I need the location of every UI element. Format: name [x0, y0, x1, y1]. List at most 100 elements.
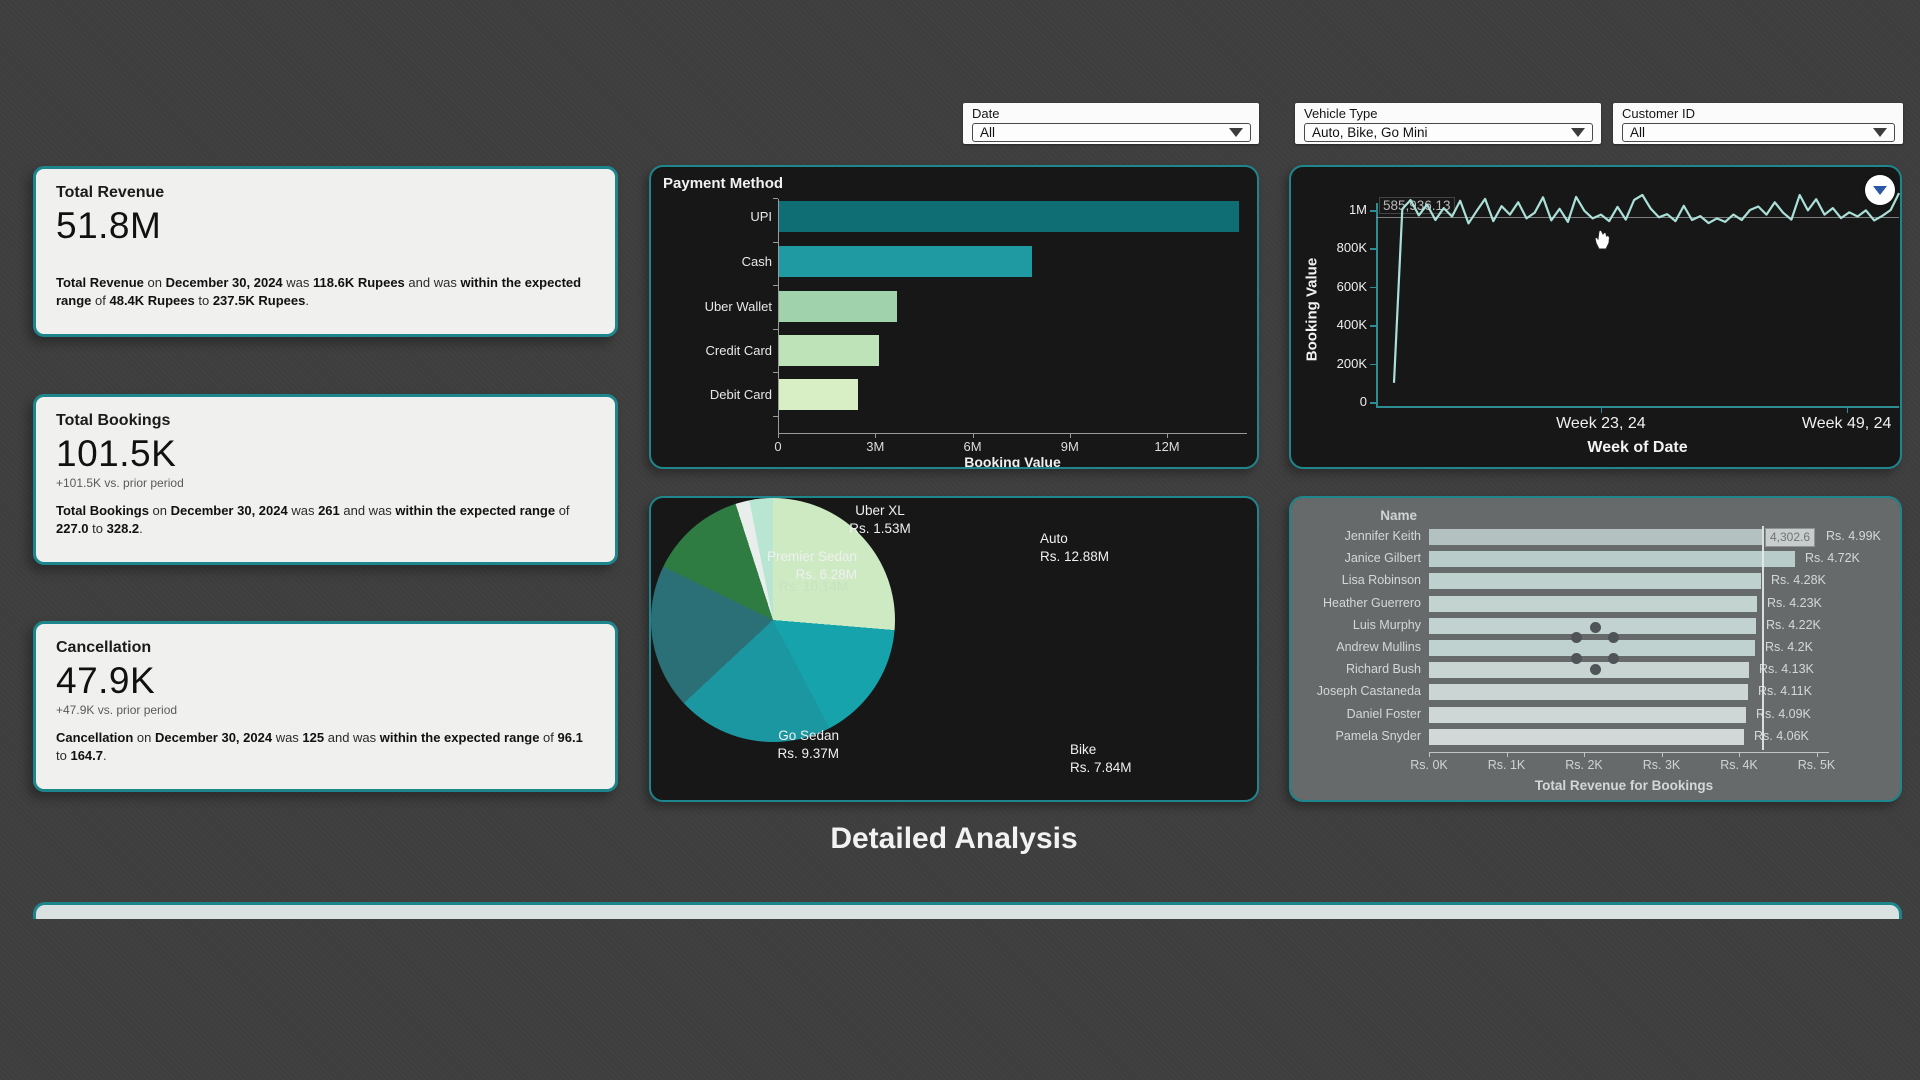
reference-line — [1376, 216, 1899, 219]
x-tick-label: 0 — [774, 439, 782, 454]
payment-method-panel: Payment Method UPI Cash Uber Wallet Credit … — [649, 165, 1259, 469]
filter-customer-id-value: All — [1630, 125, 1646, 140]
y-tick-label: 1M — [1348, 202, 1367, 217]
y-tick-mark — [1370, 363, 1376, 366]
detail-table-panel-partial — [33, 902, 1902, 919]
filter-date: Date All — [963, 103, 1259, 144]
vehicle-type-donut-chart[interactable]: Uber XL Rs. 1.53M Auto Rs. 12.88M Premie… — [651, 498, 1257, 800]
donut-label-premier-sedan: Premier Sedan Rs. 6.28M — [766, 549, 857, 582]
bar-debit-card[interactable] — [779, 379, 858, 410]
filter-vehicle-type-label: Vehicle Type — [1304, 106, 1378, 121]
vehicle-type-donut-panel: Uber XL Rs. 1.53M Auto Rs. 12.88M Premie… — [649, 496, 1259, 802]
bar-cash[interactable] — [779, 246, 1032, 277]
y-tick-label: 600K — [1336, 278, 1367, 294]
customer-chart-overlay: 4,302.6 — [1291, 498, 1900, 800]
triangle-down-icon — [1873, 185, 1887, 195]
kpi-delta: +101.5K vs. prior period — [56, 476, 184, 490]
chevron-down-icon — [1873, 128, 1887, 137]
donut-label-bike: Bike Rs. 7.84M — [1070, 742, 1132, 775]
x-tick-label: Week 23, 24 — [1556, 415, 1646, 432]
axis-tick-mark — [1069, 433, 1071, 438]
spinner-dot — [1589, 621, 1601, 633]
kpi-narrative: Cancellation on December 30, 2024 was 12… — [56, 730, 583, 764]
category-label: Debit Card — [709, 387, 772, 402]
donut-label-auto: Auto Rs. 12.88M — [1040, 531, 1110, 564]
kpi-narrative: Total Revenue on December 30, 2024 was 1… — [56, 275, 582, 309]
kpi-delta: +47.9K vs. prior period — [56, 703, 178, 717]
filter-date-value: All — [980, 125, 996, 140]
filter-vehicle-type: Vehicle Type Auto, Bike, Go Mini — [1295, 103, 1601, 144]
filter-customer-id: Customer ID All — [1613, 103, 1903, 144]
spinner-dot — [1571, 632, 1583, 643]
reference-line — [1762, 526, 1764, 750]
customer-revenue-panel: Name Total Revenue for Bookings Jennifer… — [1289, 496, 1902, 802]
kpi-narrative: Total Bookings on December 30, 2024 was … — [56, 503, 570, 537]
y-tick-mark — [1370, 402, 1376, 404]
line-x-axis-title: Week of Date — [1587, 439, 1688, 456]
filter-vehicle-type-select[interactable]: Auto, Bike, Go Mini — [1304, 123, 1593, 142]
donut-label-go-sedan: Go Sedan Rs. 9.37M — [777, 728, 839, 761]
reference-value-tooltip: 4,302.6 — [1765, 528, 1816, 547]
payment-method-chart[interactable]: Payment Method UPI Cash Uber Wallet Credit … — [651, 167, 1257, 467]
chevron-down-icon — [1571, 128, 1585, 137]
x-tick-mark — [1600, 406, 1603, 413]
axis-tick-mark — [972, 433, 974, 438]
x-tick-label: 6M — [963, 439, 982, 454]
booking-value-line-panel: Booking Value Week of Date 585,936.13 0 2… — [1289, 165, 1902, 469]
axis-tick-mark — [773, 328, 778, 330]
payment-method-title: Payment Method — [663, 175, 784, 192]
axis-tick-mark — [773, 285, 778, 287]
x-tick-label: 3M — [866, 439, 885, 454]
x-tick-label: 9M — [1060, 439, 1079, 454]
donut-ring[interactable] — [651, 498, 895, 742]
chevron-down-icon — [1229, 128, 1243, 137]
line-y-axis-title: Booking Value — [1303, 257, 1321, 362]
y-tick-mark — [1370, 210, 1376, 212]
kpi-card-total-bookings: Total Bookings 101.5K +101.5K vs. prior … — [33, 394, 618, 565]
reference-line-label: 585,936.13 — [1379, 197, 1455, 214]
donut-ghost-label: Rs. 10.14M — [779, 579, 849, 594]
axis-tick-mark — [773, 241, 778, 243]
kpi-card-cancellation: Cancellation 47.9K +47.9K vs. prior peri… — [33, 621, 618, 792]
booking-value-line-chart[interactable]: Booking Value Week of Date 585,936.13 0 2… — [1291, 167, 1900, 467]
section-title: Detailed Analysis — [830, 822, 1078, 855]
expand-button[interactable] — [1865, 175, 1895, 205]
kpi-title: Cancellation — [56, 639, 152, 656]
category-label: Cash — [741, 254, 772, 269]
kpi-title: Total Revenue — [56, 184, 165, 201]
y-axis-line — [778, 199, 779, 433]
bar-uber-wallet[interactable] — [779, 291, 897, 322]
x-tick-label: Week 49, 24 — [1801, 415, 1892, 432]
payment-x-axis-title: Booking Value — [964, 454, 1061, 469]
x-tick-mark — [1846, 406, 1849, 413]
category-label: Uber Wallet — [704, 299, 772, 314]
kpi-value: 47.9K — [56, 660, 156, 701]
spinner-dot — [1607, 653, 1619, 664]
axis-tick-mark — [773, 416, 778, 417]
spinner-dot — [1607, 632, 1619, 643]
bar-upi[interactable] — [779, 201, 1239, 232]
loading-veil — [1291, 498, 1900, 800]
filter-vehicle-type-value: Auto, Bike, Go Mini — [1312, 125, 1428, 140]
category-label: Credit Card — [705, 343, 772, 358]
kpi-value: 101.5K — [56, 433, 177, 474]
donut-label-uber-xl: Uber XL Rs. 1.53M — [849, 503, 911, 536]
x-tick-label: 12M — [1154, 439, 1180, 454]
filter-customer-id-label: Customer ID — [1622, 106, 1695, 121]
axis-tick-mark — [773, 372, 778, 374]
x-axis-line — [1376, 406, 1899, 408]
y-tick-label: 0 — [1359, 394, 1367, 409]
y-tick-mark — [1370, 286, 1376, 289]
axis-tick-mark — [1167, 433, 1168, 438]
axis-tick-mark — [778, 433, 779, 438]
filter-date-label: Date — [972, 106, 1000, 121]
spinner-dot — [1589, 663, 1601, 675]
filter-customer-id-select[interactable]: All — [1622, 123, 1895, 142]
y-tick-label: 400K — [1336, 317, 1367, 333]
y-axis-line — [1376, 203, 1378, 406]
kpi-title: Total Bookings — [56, 412, 171, 429]
y-tick-mark — [1370, 325, 1376, 327]
bar-credit-card[interactable] — [779, 335, 879, 366]
filter-date-select[interactable]: All — [972, 123, 1251, 142]
